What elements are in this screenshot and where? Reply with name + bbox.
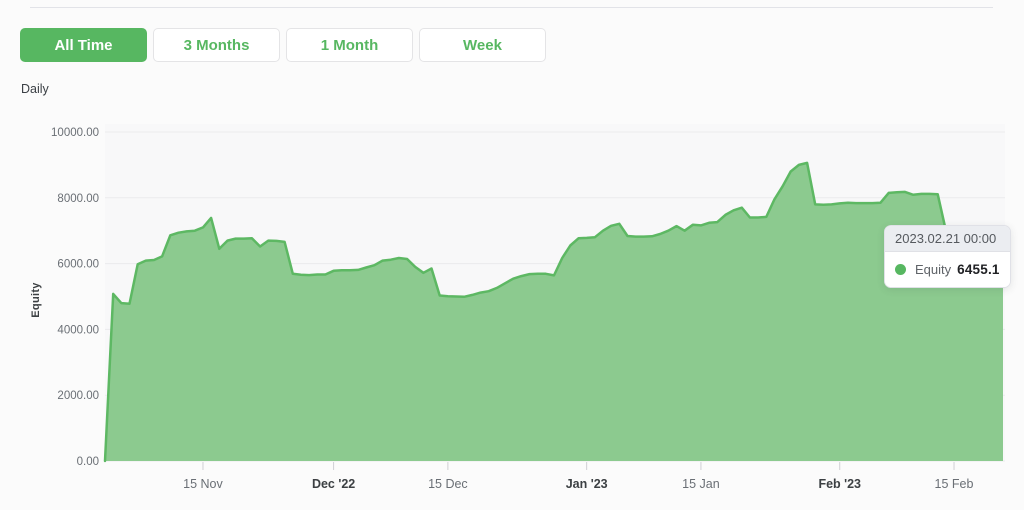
series-color-dot-icon xyxy=(895,264,906,275)
tooltip-series-name: Equity xyxy=(915,262,952,277)
filter-button-all-time[interactable]: All Time xyxy=(20,28,147,62)
filter-button-3-months[interactable]: 3 Months xyxy=(153,28,280,62)
x-tick-label: Jan '23 xyxy=(566,477,608,491)
filter-button-1-month[interactable]: 1 Month xyxy=(286,28,413,62)
y-tick-label: 6000.00 xyxy=(57,259,99,271)
top-divider xyxy=(30,7,993,8)
tooltip-date: 2023.02.21 00:00 xyxy=(885,226,1010,252)
y-tick-label: 10000.00 xyxy=(51,127,99,139)
tooltip-body: Equity 6455.1 xyxy=(885,252,1010,287)
y-tick-label: 8000.00 xyxy=(57,193,99,205)
x-tick-label: 15 Feb xyxy=(935,477,974,491)
x-tick-label: Feb '23 xyxy=(818,477,861,491)
chart-tooltip: 2023.02.21 00:00 Equity 6455.1 xyxy=(884,225,1011,288)
x-tick-label: Dec '22 xyxy=(312,477,355,491)
equity-line xyxy=(103,161,1005,463)
equity-area-fill xyxy=(105,162,1003,461)
x-tick-label: 15 Nov xyxy=(183,477,223,491)
frequency-label: Daily xyxy=(21,82,49,96)
y-tick-label: 4000.00 xyxy=(57,324,99,336)
x-tick-label: 15 Dec xyxy=(428,477,468,491)
x-tick-label: 15 Jan xyxy=(682,477,720,491)
time-filter-group: All Time 3 Months 1 Month Week xyxy=(20,28,546,62)
y-tick-label: 2000.00 xyxy=(57,390,99,402)
y-tick-label: 0.00 xyxy=(77,456,99,468)
filter-button-week[interactable]: Week xyxy=(419,28,546,62)
tooltip-series-value: 6455.1 xyxy=(957,262,1000,277)
